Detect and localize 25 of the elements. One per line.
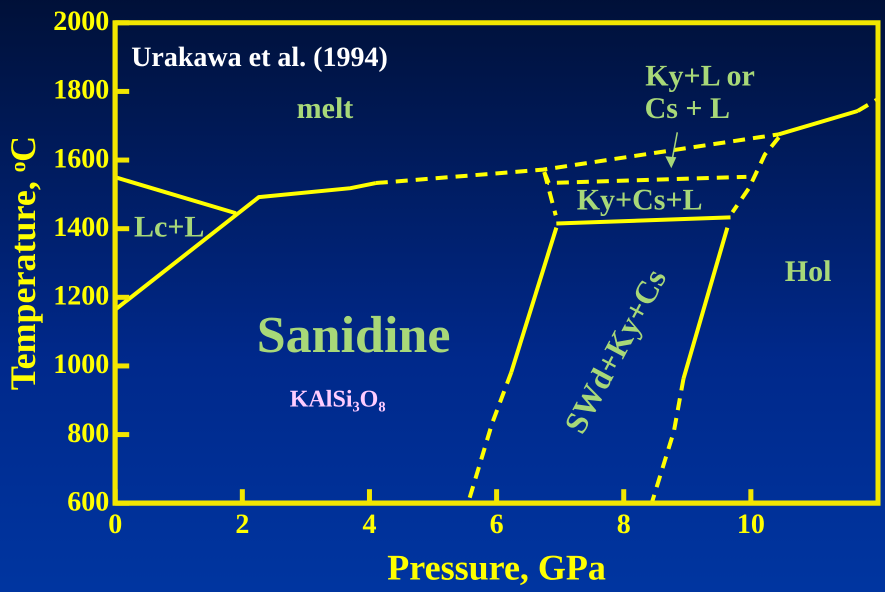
x-axis-title: Pressure, GPa: [387, 548, 606, 588]
annotation: Ky+L or: [645, 59, 755, 92]
annotation: Sanidine: [256, 306, 450, 364]
annotation: KAlSi₃O₈: [290, 386, 386, 412]
x-tick-label: 0: [108, 509, 122, 540]
y-tick-label: 2000: [53, 6, 110, 38]
y-axis-title: Temperature, ᵒC: [2, 136, 43, 390]
x-tick-label: 8: [616, 509, 631, 540]
annotation: Hol: [784, 255, 832, 288]
annotation: Ky+Cs+L: [576, 184, 703, 217]
x-tick-label: 10: [736, 509, 765, 540]
y-tick-label: 600: [67, 486, 110, 518]
y-tick-label: 1800: [53, 74, 110, 106]
annotation: Lc+L: [134, 210, 204, 244]
y-tick-label: 1400: [53, 212, 110, 243]
text: Urakawa et al. (1994): [131, 42, 388, 74]
x-tick-label: 4: [362, 509, 376, 540]
annotation: Cs + L: [644, 92, 730, 126]
y-tick-label: 800: [67, 418, 110, 449]
x-tick-label: 6: [490, 509, 504, 540]
y-tick-label: 1600: [53, 143, 110, 174]
annotation: melt: [296, 92, 354, 126]
x-tick-label: 2: [235, 509, 250, 540]
y-tick-label: 1000: [53, 349, 110, 380]
y-tick-label: 1200: [53, 280, 110, 312]
